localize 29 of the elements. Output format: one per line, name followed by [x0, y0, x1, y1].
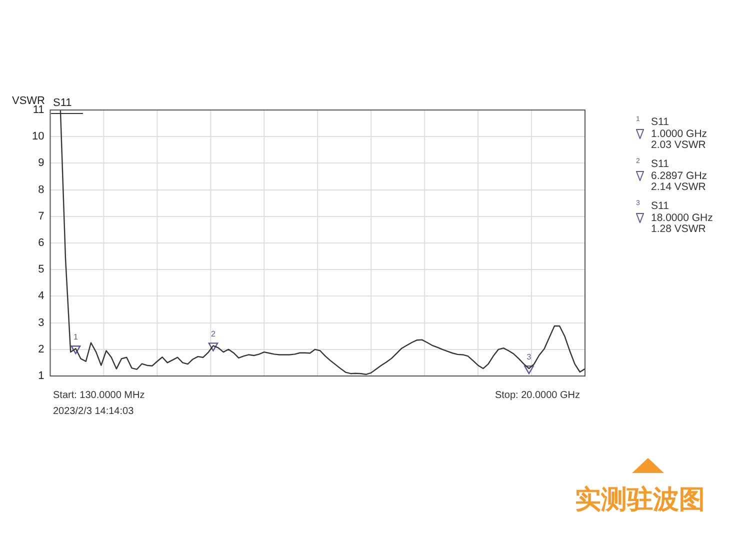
- text: 6.2897 GHz: [651, 170, 708, 182]
- y-tick-label: 9: [38, 157, 44, 170]
- annotation: 1: [73, 332, 78, 342]
- y-tick-label: 10: [32, 130, 44, 143]
- y-tick-label: 1: [38, 370, 44, 382]
- y-tick-label: 6: [38, 237, 44, 250]
- annotation: 3: [526, 352, 532, 362]
- text: 1.0000 GHz: [651, 128, 708, 140]
- y-tick-label: 2: [38, 343, 44, 356]
- annotation: 2: [210, 330, 216, 339]
- text: S11: [651, 200, 669, 212]
- y-tick-label: 4: [38, 290, 44, 302]
- series-label: S11: [53, 97, 72, 109]
- text: Start: 130.0000 MHz: [53, 390, 145, 401]
- y-tick-label: 7: [38, 210, 44, 222]
- y-axis-title: VSWR: [12, 95, 45, 107]
- text: S11: [651, 116, 669, 128]
- text: 2.03 VSWR: [651, 139, 706, 151]
- y-tick-label: 3: [38, 316, 44, 329]
- text: 2023/2/3 14:14:03: [53, 406, 134, 417]
- text: 18.0000 GHz: [651, 212, 713, 224]
- y-tick-label: 5: [38, 264, 44, 276]
- text: S11: [651, 158, 669, 170]
- text: 实测驻波图: [575, 484, 705, 517]
- y-tick-label: 8: [38, 184, 44, 196]
- text: 1.28 VSWR: [651, 223, 706, 235]
- text: 2.14 VSWR: [651, 181, 706, 193]
- y-tick-label: 11: [32, 104, 44, 116]
- text: Stop: 20.0000 GHz: [494, 390, 580, 401]
